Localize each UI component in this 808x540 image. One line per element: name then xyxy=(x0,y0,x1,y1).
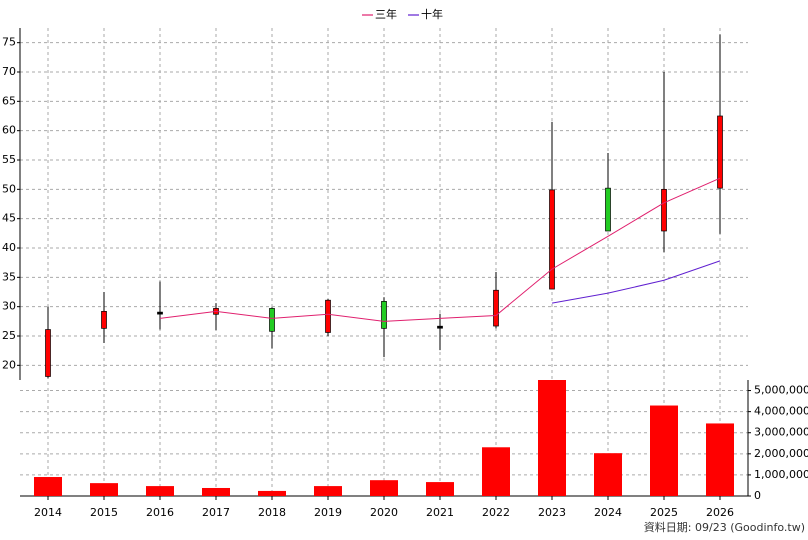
volume-bar xyxy=(258,490,286,496)
y2-tick-label: 0 xyxy=(754,489,761,502)
y-tick-label: 65 xyxy=(2,94,16,107)
candle-body xyxy=(101,311,107,329)
x-tick-label: 2020 xyxy=(370,506,398,519)
x-tick-label: 2023 xyxy=(538,506,566,519)
volume-bar xyxy=(538,380,566,496)
volume-bar xyxy=(314,486,342,496)
y-tick-label: 30 xyxy=(2,300,16,313)
y-tick-label: 60 xyxy=(2,124,16,137)
y2-tick-label: 5,000,000 xyxy=(754,384,808,397)
volume-bar xyxy=(482,447,510,496)
candle-body xyxy=(437,325,443,329)
candle-body xyxy=(661,188,667,232)
x-tick-label: 2021 xyxy=(426,506,454,519)
candle-body xyxy=(45,329,51,377)
x-tick-label: 2014 xyxy=(34,506,62,519)
candle-body xyxy=(493,289,499,327)
y2-tick-label: 4,000,000 xyxy=(754,405,808,418)
volume-bar xyxy=(426,482,454,496)
volume-bar xyxy=(90,483,118,496)
y-tick-label: 75 xyxy=(2,36,16,49)
y2-tick-label: 2,000,000 xyxy=(754,447,808,460)
y2-tick-label: 1,000,000 xyxy=(754,468,808,481)
x-tick-label: 2022 xyxy=(482,506,510,519)
candle-body xyxy=(605,187,611,232)
x-tick-label: 2026 xyxy=(706,506,734,519)
x-tick-label: 2025 xyxy=(650,506,678,519)
candle-body xyxy=(325,299,331,333)
x-tick-label: 2016 xyxy=(146,506,174,519)
y2-tick-label: 3,000,000 xyxy=(754,426,808,439)
y-tick-label: 25 xyxy=(2,329,16,342)
y-tick-label: 45 xyxy=(2,212,16,225)
x-tick-label: 2024 xyxy=(594,506,622,519)
footer: 資料日期: 09/23 (Goodinfo.tw) xyxy=(644,520,805,534)
volume-bar xyxy=(594,453,622,496)
candle-body xyxy=(717,115,723,189)
legend-label: 三年 xyxy=(375,7,397,21)
y-tick-label: 35 xyxy=(2,270,16,283)
y-tick-label: 20 xyxy=(2,358,16,371)
y-tick-label: 40 xyxy=(2,241,16,254)
candle-body xyxy=(157,311,163,315)
candle-body xyxy=(269,308,275,332)
legend-label: 十年 xyxy=(421,7,443,21)
x-tick-label: 2017 xyxy=(202,506,230,519)
x-tick-label: 2015 xyxy=(90,506,118,519)
volume-bar xyxy=(370,480,398,496)
candle-body xyxy=(549,189,555,290)
volume-bar xyxy=(146,486,174,496)
y-tick-label: 70 xyxy=(2,65,16,78)
x-tick-label: 2019 xyxy=(314,506,342,519)
volume-bar xyxy=(34,477,62,496)
series-line xyxy=(159,177,721,322)
series-line xyxy=(551,260,721,304)
volume-bar xyxy=(202,487,230,496)
y-tick-label: 50 xyxy=(2,182,16,195)
volume-bar xyxy=(650,405,678,496)
x-tick-label: 2018 xyxy=(258,506,286,519)
candle-body xyxy=(381,301,387,329)
y-tick-label: 55 xyxy=(2,153,16,166)
volume-bar xyxy=(706,423,734,496)
